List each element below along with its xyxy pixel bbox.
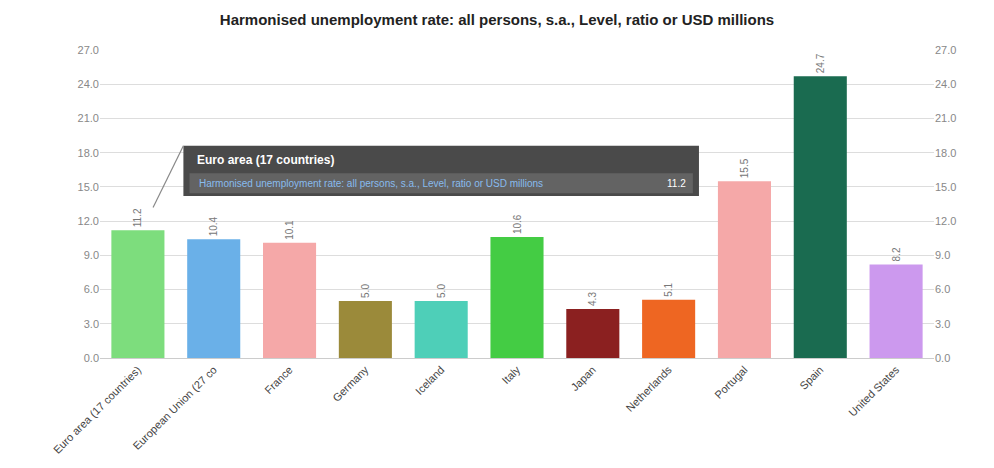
svg-text:France: France	[262, 364, 295, 397]
svg-text:Japan: Japan	[568, 364, 598, 394]
svg-text:6.0: 6.0	[935, 283, 950, 295]
svg-text:Italy: Italy	[500, 363, 523, 386]
svg-text:Euro area (17 countries): Euro area (17 countries)	[197, 153, 334, 167]
svg-text:12.0: 12.0	[935, 215, 956, 227]
svg-text:27.0: 27.0	[78, 44, 99, 56]
svg-text:Harmonised unemployment rate:: Harmonised unemployment rate: all person…	[199, 178, 543, 189]
svg-text:10.4: 10.4	[208, 216, 219, 236]
svg-text:15.0: 15.0	[78, 181, 99, 193]
svg-text:10.6: 10.6	[512, 214, 523, 234]
svg-text:4.3: 4.3	[587, 292, 598, 306]
svg-text:18.0: 18.0	[935, 147, 956, 159]
svg-text:27.0: 27.0	[935, 44, 956, 56]
svg-text:9.0: 9.0	[84, 249, 99, 261]
svg-text:Harmonised unemployment rate:: Harmonised unemployment rate: all person…	[220, 11, 774, 28]
svg-text:Spain: Spain	[797, 364, 825, 392]
svg-text:15.5: 15.5	[739, 158, 750, 178]
svg-text:3.0: 3.0	[935, 318, 950, 330]
svg-text:15.0: 15.0	[935, 181, 956, 193]
svg-text:18.0: 18.0	[78, 147, 99, 159]
svg-text:Euro area (17 countries): Euro area (17 countries)	[51, 364, 143, 456]
svg-text:21.0: 21.0	[78, 112, 99, 124]
svg-text:11.2: 11.2	[667, 178, 686, 189]
svg-text:5.0: 5.0	[436, 284, 447, 298]
svg-text:24.0: 24.0	[78, 78, 99, 90]
svg-text:24.0: 24.0	[935, 78, 956, 90]
svg-text:Portugal: Portugal	[712, 364, 749, 401]
svg-text:5.1: 5.1	[663, 282, 674, 296]
svg-text:Netherlands: Netherlands	[624, 363, 675, 414]
svg-text:United States: United States	[846, 363, 902, 419]
svg-text:11.2: 11.2	[132, 208, 143, 227]
svg-text:European Union (27 co: European Union (27 co	[131, 364, 219, 452]
svg-text:0.0: 0.0	[84, 352, 99, 364]
svg-text:0.0: 0.0	[935, 352, 950, 364]
svg-text:5.0: 5.0	[360, 284, 371, 298]
svg-text:9.0: 9.0	[935, 249, 950, 261]
svg-text:3.0: 3.0	[84, 318, 99, 330]
svg-text:8.2: 8.2	[891, 247, 902, 261]
svg-text:24.7: 24.7	[815, 53, 826, 73]
svg-text:10.1: 10.1	[284, 220, 295, 240]
svg-text:21.0: 21.0	[935, 112, 956, 124]
svg-text:12.0: 12.0	[78, 215, 99, 227]
svg-text:6.0: 6.0	[84, 283, 99, 295]
svg-text:Germany: Germany	[330, 363, 371, 404]
svg-text:Iceland: Iceland	[413, 364, 447, 398]
